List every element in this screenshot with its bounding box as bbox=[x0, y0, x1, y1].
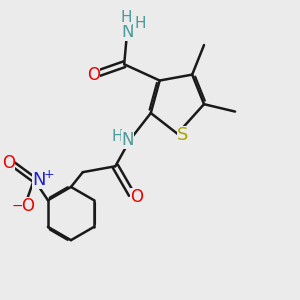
Text: H: H bbox=[135, 16, 146, 31]
Text: H: H bbox=[112, 129, 123, 144]
Text: H: H bbox=[121, 10, 132, 25]
Text: O: O bbox=[130, 188, 143, 206]
Text: +: + bbox=[44, 168, 55, 181]
Text: S: S bbox=[177, 126, 188, 144]
Text: O: O bbox=[87, 66, 100, 84]
Text: O: O bbox=[22, 197, 34, 215]
Text: N: N bbox=[121, 23, 134, 41]
Text: −: − bbox=[11, 199, 23, 213]
Text: N: N bbox=[33, 171, 46, 189]
Text: N: N bbox=[122, 131, 134, 149]
Text: O: O bbox=[2, 154, 15, 172]
